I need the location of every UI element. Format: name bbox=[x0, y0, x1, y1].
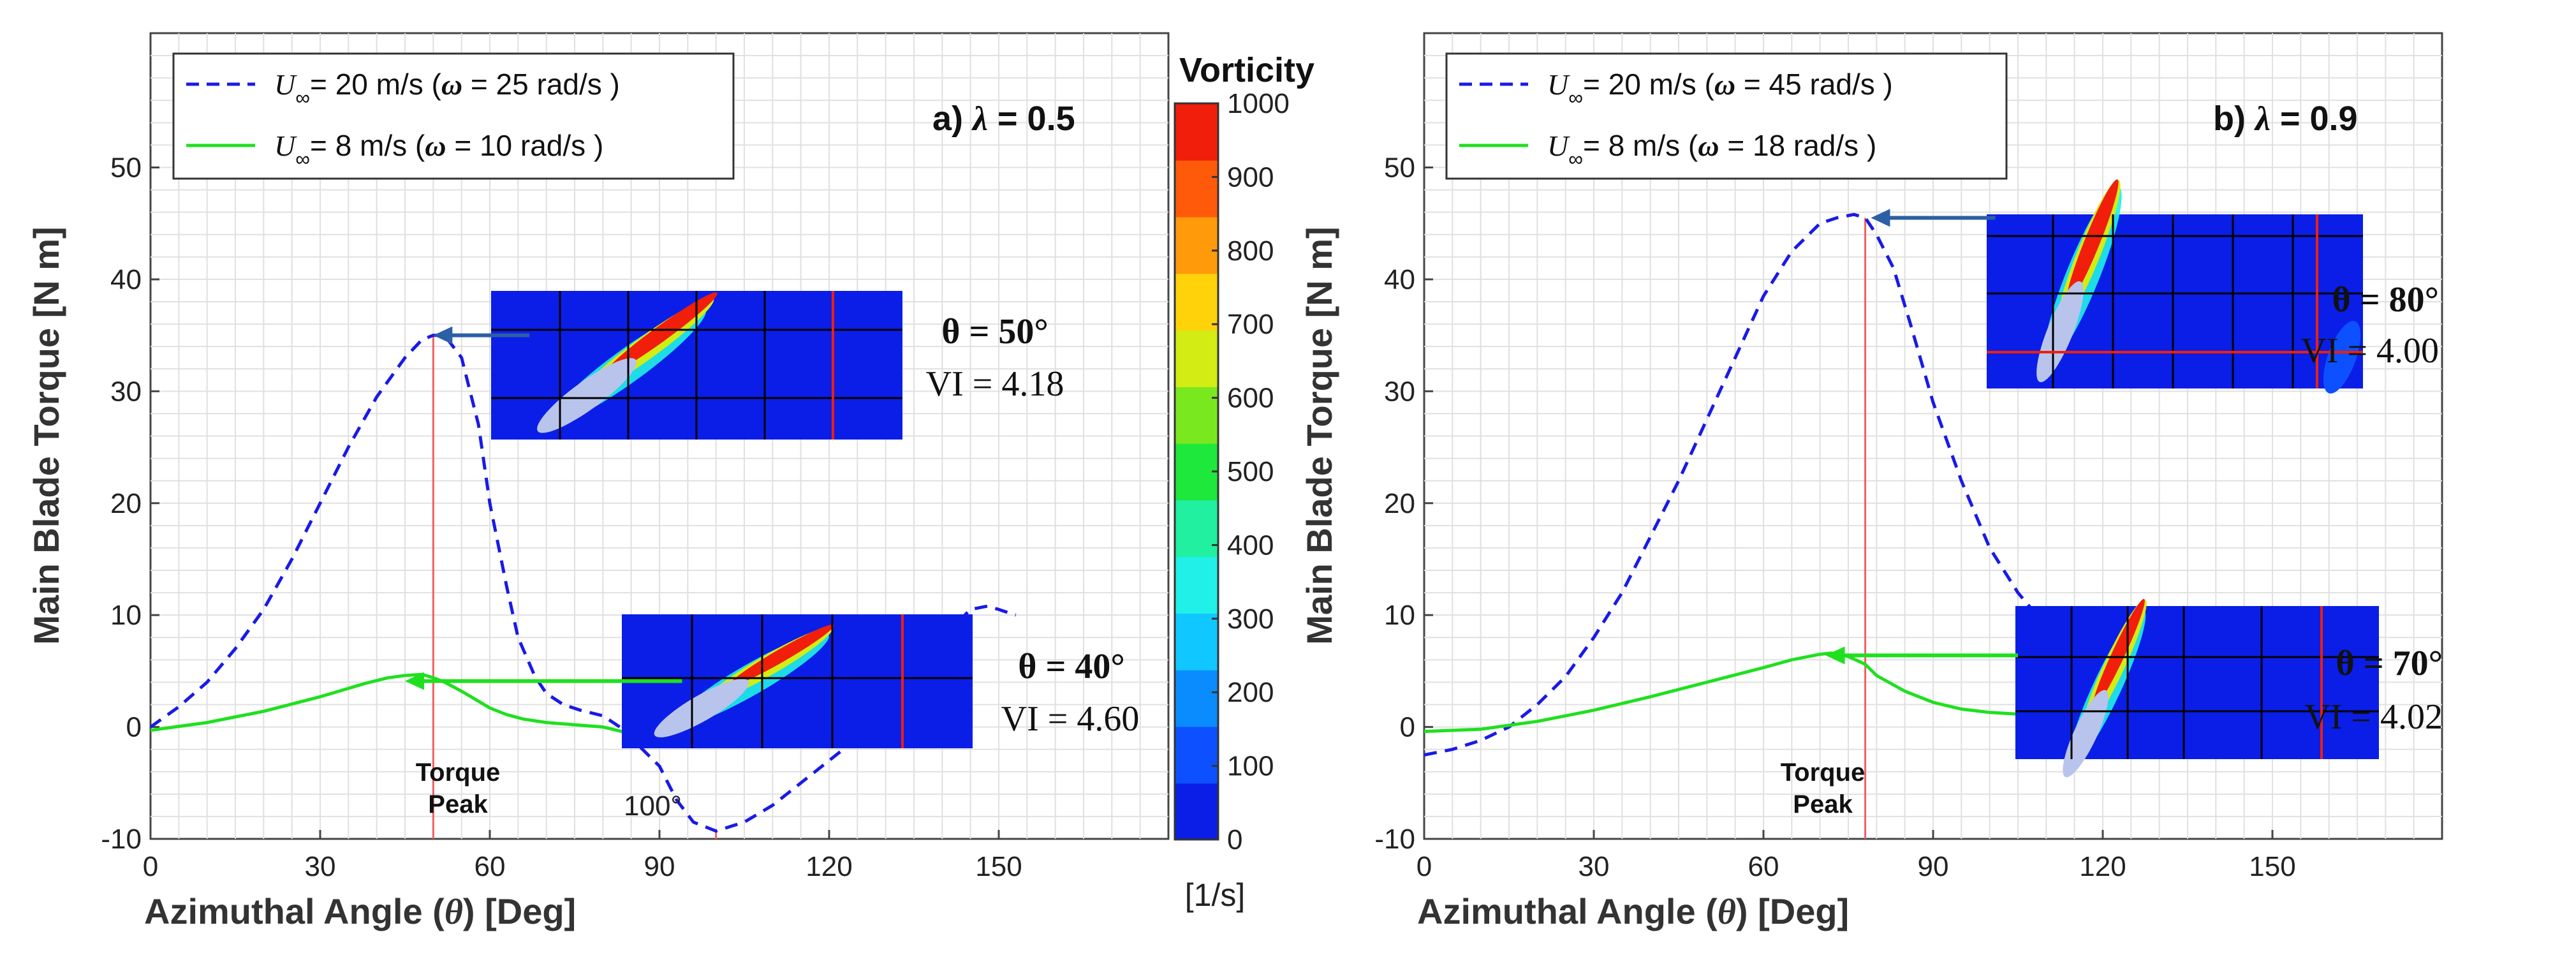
x-axis-label-b: Azimuthal Angle (θ) [Deg] bbox=[1417, 891, 1849, 932]
annotation-vi-b-bottom: VI = 4.02 bbox=[2304, 697, 2443, 737]
x-tick-label: 150 bbox=[2249, 851, 2295, 882]
colorbar-tick-label: 500 bbox=[1227, 456, 1274, 487]
y-tick-label: 40 bbox=[1384, 264, 1415, 295]
y-tick-label: 30 bbox=[110, 376, 142, 407]
y-axis-label-b: Main Blade Torque [N m] bbox=[1299, 226, 1339, 644]
y-tick-label: -10 bbox=[101, 824, 142, 855]
x-tick-label: 0 bbox=[1417, 851, 1432, 882]
annotation-theta-b-top: θ = 80° bbox=[2332, 280, 2439, 320]
y-tick-label: 50 bbox=[110, 152, 142, 184]
x-axis-label-symbol-b: θ bbox=[1718, 892, 1736, 932]
vorticity-snapshot-b-top bbox=[1987, 179, 2363, 394]
x-tick-label: 120 bbox=[2079, 851, 2126, 882]
y-tick-label: 30 bbox=[1384, 376, 1415, 407]
colorbar-swatch bbox=[1175, 103, 1218, 161]
colorbar-title: Vorticity bbox=[1179, 51, 1314, 89]
colorbar: Vorticity 0 100 200 300 400 500 600 700 800 900 10… bbox=[1174, 51, 1314, 913]
colorbar-swatch bbox=[1175, 330, 1218, 387]
colorbar-tick-label: 900 bbox=[1227, 161, 1274, 193]
legend-b-entry-0: U∞= 20 m/s (ω = 45 rad/s ) bbox=[1547, 68, 1893, 109]
colorbar-tick-label: 200 bbox=[1227, 677, 1274, 708]
legend-a: U∞= 20 m/s (ω = 25 rad/s ) U∞= 8 m/s (ω … bbox=[172, 52, 735, 180]
colorbar-swatches bbox=[1175, 103, 1218, 840]
y-tick-label: 0 bbox=[126, 712, 142, 743]
annotation-vi-b-top: VI = 4.00 bbox=[2300, 331, 2439, 371]
y-tick-label: -10 bbox=[1374, 824, 1415, 855]
y-tick-label: 50 bbox=[1384, 152, 1415, 184]
x-tick-label: 0 bbox=[143, 851, 158, 882]
y-tick-label: 40 bbox=[110, 264, 142, 295]
x-tick-label: 90 bbox=[1918, 851, 1949, 882]
colorbar-swatch bbox=[1175, 159, 1218, 218]
annotation-vi-a-bottom: VI = 4.60 bbox=[1001, 699, 1140, 739]
colorbar-swatch bbox=[1175, 443, 1218, 501]
x-tick-label: 30 bbox=[1579, 851, 1610, 882]
colorbar-tick-label: 800 bbox=[1227, 235, 1274, 267]
colorbar-tick-label: 600 bbox=[1227, 383, 1274, 414]
grid-b bbox=[1424, 33, 2442, 839]
colorbar-tick-label: 1000 bbox=[1227, 88, 1290, 119]
annotation-theta-a-bottom: θ = 40° bbox=[1018, 647, 1125, 686]
arrow-a-0 bbox=[433, 326, 530, 344]
y-tick-label: 20 bbox=[1384, 488, 1415, 519]
y-tick-label: 20 bbox=[110, 488, 142, 519]
x-tick-label: 120 bbox=[806, 851, 852, 882]
x-axis-label-text-a: Azimuthal Angle ( bbox=[144, 891, 445, 931]
colorbar-swatch bbox=[1175, 783, 1218, 840]
colorbar-tick-label: 700 bbox=[1227, 309, 1274, 340]
panel-title-b: b) λ = 0.9 bbox=[2213, 100, 2358, 138]
y-tick-label: 10 bbox=[1384, 600, 1415, 631]
vorticity-snapshot-b-bottom bbox=[2015, 598, 2379, 778]
colorbar-swatch bbox=[1175, 500, 1218, 558]
colorbar-swatch bbox=[1175, 612, 1218, 670]
arrows-b bbox=[1825, 209, 2018, 665]
x-tick-label: 30 bbox=[305, 851, 336, 882]
colorbar-tick-label: 400 bbox=[1227, 529, 1274, 561]
x-axis-label-unit-a: ) [Deg] bbox=[463, 891, 576, 931]
y-axis-label-a: Main Blade Torque [N m] bbox=[26, 226, 66, 644]
x-tick-label: 150 bbox=[975, 851, 1022, 882]
series-a-solid bbox=[150, 672, 688, 746]
colorbar-tick-label: 0 bbox=[1227, 824, 1242, 855]
colorbar-tick-label: 300 bbox=[1227, 603, 1274, 635]
panel-title-a: a) λ = 0.5 bbox=[932, 100, 1075, 138]
x-tick-label: 60 bbox=[475, 851, 506, 882]
series-b-dashed bbox=[1424, 212, 2121, 757]
arrows-a bbox=[405, 326, 682, 690]
annotation-vi-a-top: VI = 4.18 bbox=[926, 364, 1064, 404]
vorticity-snapshot-a-top bbox=[491, 291, 902, 440]
torque-peak-label-b: Torque Peak bbox=[1781, 759, 1866, 818]
arrow-b-0 bbox=[1871, 209, 1996, 227]
y-tick-label: 0 bbox=[1400, 712, 1415, 743]
x-axis-label-symbol-a: θ bbox=[445, 892, 463, 932]
min-marker-label-a: 100° bbox=[624, 790, 682, 822]
x-axis-label-a: Azimuthal Angle (θ) [Deg] bbox=[144, 891, 576, 932]
colorbar-unit: [1/s] bbox=[1185, 877, 1245, 913]
annotation-theta-a-top: θ = 50° bbox=[941, 312, 1049, 352]
colorbar-swatch bbox=[1175, 556, 1218, 614]
annotation-theta-b-bottom: θ = 70° bbox=[2336, 644, 2443, 683]
colorbar-ticks: 0 100 200 300 400 500 600 700 800 900 1000 bbox=[1212, 88, 1290, 855]
colorbar-tick-label: 100 bbox=[1227, 751, 1274, 782]
vorticity-snapshot-a-bottom bbox=[622, 614, 973, 748]
colorbar-swatch bbox=[1175, 726, 1218, 784]
x-axis-label-text-b: Azimuthal Angle ( bbox=[1417, 891, 1718, 931]
x-axis-label-unit-b: ) [Deg] bbox=[1736, 891, 1849, 931]
x-tick-label: 90 bbox=[644, 851, 675, 882]
arrow-b-1 bbox=[1825, 646, 2018, 665]
colorbar-swatch bbox=[1175, 669, 1218, 727]
colorbar-swatch bbox=[1175, 216, 1218, 274]
torque-peak-label-a: Torque Peak bbox=[416, 759, 501, 818]
y-tick-label: 10 bbox=[110, 600, 142, 631]
colorbar-swatch bbox=[1175, 386, 1218, 444]
colorbar-swatch bbox=[1175, 273, 1218, 331]
x-tick-label: 60 bbox=[1748, 851, 1779, 882]
legend-b: U∞= 20 m/s (ω = 45 rad/s ) U∞= 8 m/s (ω … bbox=[1445, 52, 2008, 180]
arrow-a-1 bbox=[405, 672, 682, 690]
